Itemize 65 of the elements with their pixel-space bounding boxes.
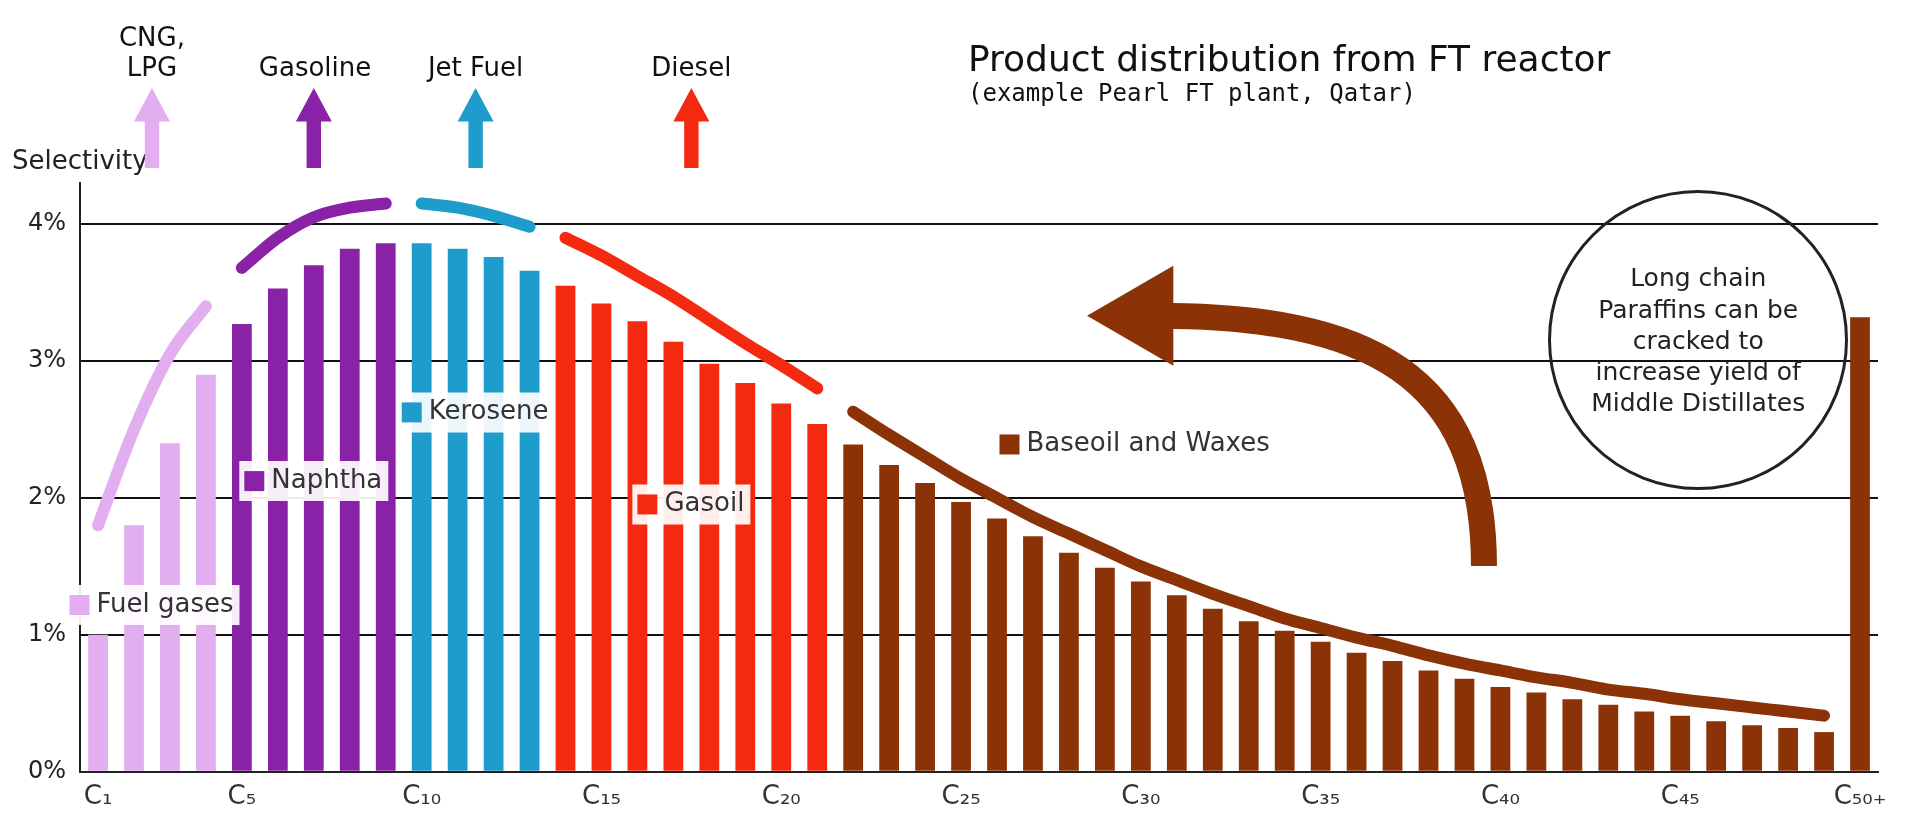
- bar: [1130, 581, 1151, 771]
- bar: [1670, 715, 1691, 771]
- legend-label: Baseoil and Waxes: [1026, 427, 1270, 458]
- x-tick-label: C₃₀: [1121, 780, 1161, 811]
- bar: [1562, 699, 1583, 771]
- bar: [987, 518, 1007, 771]
- bar: [1382, 660, 1403, 771]
- text: Jet Fuel: [425, 52, 525, 82]
- x-tick-label: C₄₅: [1660, 780, 1700, 811]
- y-tick-label: 2%: [28, 482, 67, 511]
- annotation: Long chain Paraffins can be cracked to increase yield of Middle Distillates: [1590, 262, 1807, 419]
- legend-label: Kerosene: [428, 395, 549, 426]
- bar: [1418, 670, 1439, 771]
- bar: [1598, 704, 1619, 771]
- bar: [1490, 686, 1511, 771]
- y-tick-label: 1%: [28, 619, 67, 648]
- x-tick-label: C₃₅: [1301, 780, 1341, 811]
- bar: [1238, 621, 1259, 771]
- x-tick-label: C₂₅: [941, 780, 981, 811]
- bar: [1634, 711, 1655, 771]
- legend-label: Naphtha: [271, 463, 383, 494]
- text: CNG, LPG: [117, 22, 186, 82]
- bar: [879, 465, 900, 771]
- bar: [1778, 727, 1798, 771]
- x-tick-label: C₄₀: [1480, 780, 1520, 811]
- bar: [411, 243, 432, 771]
- bar: [1023, 536, 1043, 771]
- y-tick-label: 3%: [28, 345, 67, 374]
- chart-title: Product distribution from FT reactor: [968, 38, 1611, 79]
- y-tick-label: 4%: [28, 208, 67, 237]
- bar: [1454, 678, 1475, 771]
- y-axis-title: Selectivity: [12, 144, 148, 175]
- bar: [807, 424, 828, 771]
- bar: [1274, 630, 1295, 771]
- x-tick-label: C₅₀₊: [1833, 780, 1887, 811]
- bar: [771, 403, 792, 771]
- y-tick-label: 0%: [28, 756, 67, 785]
- bar: [591, 303, 612, 771]
- legend-label: Gasoil: [664, 487, 745, 518]
- legend-label: Fuel gases: [96, 587, 234, 618]
- bar: [1742, 725, 1763, 771]
- bar: [1706, 721, 1727, 771]
- bar: [88, 634, 108, 771]
- x-tick-label: C₁₀: [402, 780, 442, 811]
- bar: [555, 285, 576, 771]
- bar: [1814, 732, 1834, 771]
- text: Gasoline: [258, 52, 372, 82]
- bar: [1310, 641, 1331, 771]
- x-tick-label: C₁₅: [581, 780, 621, 811]
- x-tick-label: C₁: [83, 780, 113, 811]
- bar: [1346, 652, 1367, 771]
- bar: [1202, 608, 1223, 771]
- bar: [1059, 552, 1079, 771]
- chart-subtitle: (example Pearl FT plant, Qatar): [968, 79, 1417, 107]
- bar: [1526, 692, 1547, 771]
- bar: [843, 444, 864, 771]
- x-tick-label: C₂₀: [761, 780, 801, 811]
- bar: [232, 324, 252, 771]
- x-tick-label: C₅: [227, 780, 257, 811]
- text: Diesel: [650, 52, 733, 82]
- bar: [951, 502, 971, 771]
- bar: [1166, 595, 1187, 771]
- bar: [915, 482, 935, 771]
- bar: [1850, 317, 1870, 771]
- bar: [1095, 567, 1115, 771]
